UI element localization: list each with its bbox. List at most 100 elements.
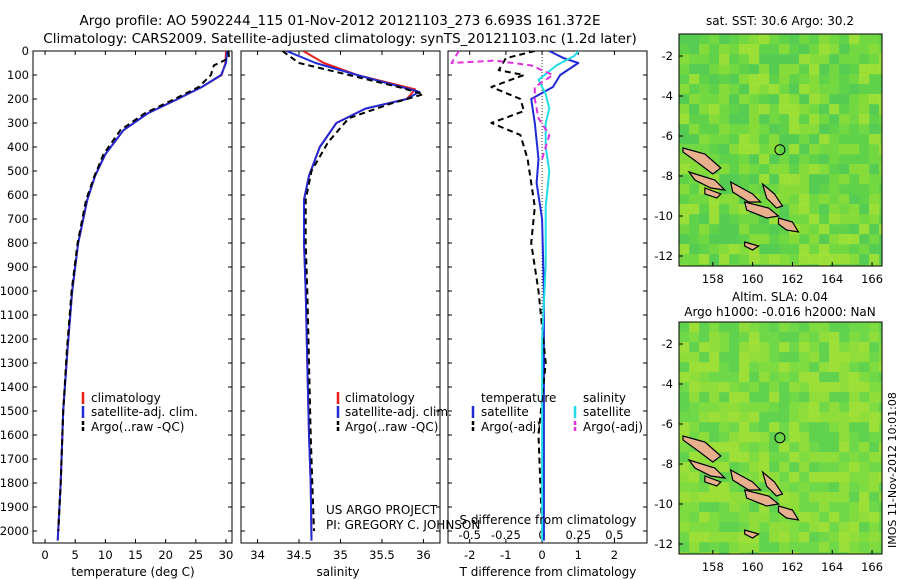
map-cell: [689, 164, 700, 175]
lat-tick-label: -12: [654, 249, 673, 263]
map-cell: [819, 532, 830, 543]
map-cell: [829, 412, 840, 423]
map-cell: [859, 194, 870, 205]
map-cell: [779, 74, 790, 85]
map-cell: [769, 44, 780, 55]
map-cell: [749, 154, 760, 165]
difference-xlabel-top: S difference from climatology: [460, 513, 637, 527]
map-cell: [799, 522, 810, 533]
map-cell: [699, 134, 710, 145]
map-cell: [859, 512, 870, 523]
map-cell: [819, 382, 830, 393]
series-line: [302, 51, 417, 541]
map-cell: [879, 322, 882, 333]
map-cell: [839, 64, 850, 75]
map-cell: [849, 184, 860, 195]
map-cell: [759, 174, 770, 185]
map-cell: [699, 552, 710, 554]
map-cell: [739, 174, 750, 185]
map-cell: [769, 34, 780, 45]
sal-tick-label: -0.25: [491, 528, 521, 542]
map-cell: [789, 154, 800, 165]
argo-location-marker: [774, 432, 786, 444]
map-cell: [869, 144, 880, 155]
temperature-axes: [32, 50, 233, 544]
map-cell: [729, 144, 740, 155]
depth-tick-label: 300: [7, 116, 29, 130]
map-cell: [819, 44, 830, 55]
map-cell: [829, 224, 840, 235]
map-cell: [839, 164, 850, 175]
map-cell: [819, 512, 830, 523]
x-tick-label: -1: [500, 548, 511, 562]
map-cell: [709, 332, 720, 343]
map-cell: [829, 372, 840, 383]
series-line: [530, 51, 580, 541]
map-cell: [799, 44, 810, 55]
map-cell: [709, 64, 720, 75]
map-cell: [849, 452, 860, 463]
map-cell: [799, 104, 810, 115]
map-cell: [769, 332, 780, 343]
map-cell: [759, 422, 770, 433]
map-cell: [819, 502, 830, 513]
map-cell: [679, 194, 690, 205]
map-cell: [869, 422, 880, 433]
map-cell: [689, 472, 700, 483]
map-cell: [699, 194, 710, 205]
map-cell: [699, 522, 710, 533]
map-cell: [789, 174, 800, 185]
map-cell: [869, 342, 880, 353]
map-cell: [689, 322, 700, 333]
map-cell: [839, 124, 850, 135]
map-cell: [679, 402, 690, 413]
map-cell: [729, 34, 740, 45]
x-tick-label: 10: [98, 548, 113, 562]
map-cell: [689, 552, 700, 554]
map-cell: [779, 184, 790, 195]
map-cell: [889, 254, 900, 265]
map-cell: [769, 144, 780, 155]
depth-tick-label: 0: [22, 44, 29, 58]
map-cell: [779, 482, 790, 493]
map-cell: [839, 234, 850, 245]
map-cell: [809, 214, 820, 225]
map-cell: [809, 472, 820, 483]
map-cell: [849, 164, 860, 175]
map-cell: [839, 492, 850, 503]
map-cell: [869, 204, 880, 215]
depth-tick-label: 1000: [0, 284, 29, 298]
map-cell: [729, 522, 740, 533]
map-cell: [869, 532, 880, 543]
difference-legend: temperature satellite Argo(-adj) salinit…: [471, 391, 643, 434]
map-cell: [859, 402, 870, 413]
map-cell: [809, 114, 820, 125]
map-cell: [809, 362, 820, 373]
map-cell: [809, 34, 820, 45]
map-cell: [689, 244, 700, 255]
map-cell: [689, 492, 700, 503]
map-cell: [819, 244, 830, 255]
map-cell: [759, 462, 770, 473]
map-cell: [819, 54, 830, 65]
map-cell: [859, 224, 870, 235]
map-cell: [719, 264, 730, 266]
temperature-plot: 0 5 10 15 20 25 30: [41, 51, 233, 562]
map-cell: [769, 74, 780, 85]
map-cell: [749, 542, 760, 553]
map-cell: [859, 204, 870, 215]
map-cell: [699, 184, 710, 195]
map-cell: [849, 264, 860, 266]
map-cell: [879, 532, 882, 543]
map-cell: [729, 114, 740, 125]
map-cell: [769, 502, 780, 513]
map-cell: [889, 154, 900, 165]
difference-axes: [447, 50, 648, 544]
map-cell: [779, 104, 790, 115]
map-cell: [779, 352, 790, 363]
map-cell: [829, 502, 840, 513]
map-cell: [779, 204, 790, 215]
map-cell: [839, 214, 850, 225]
map-cell: [809, 224, 820, 235]
map-cell: [709, 362, 720, 373]
